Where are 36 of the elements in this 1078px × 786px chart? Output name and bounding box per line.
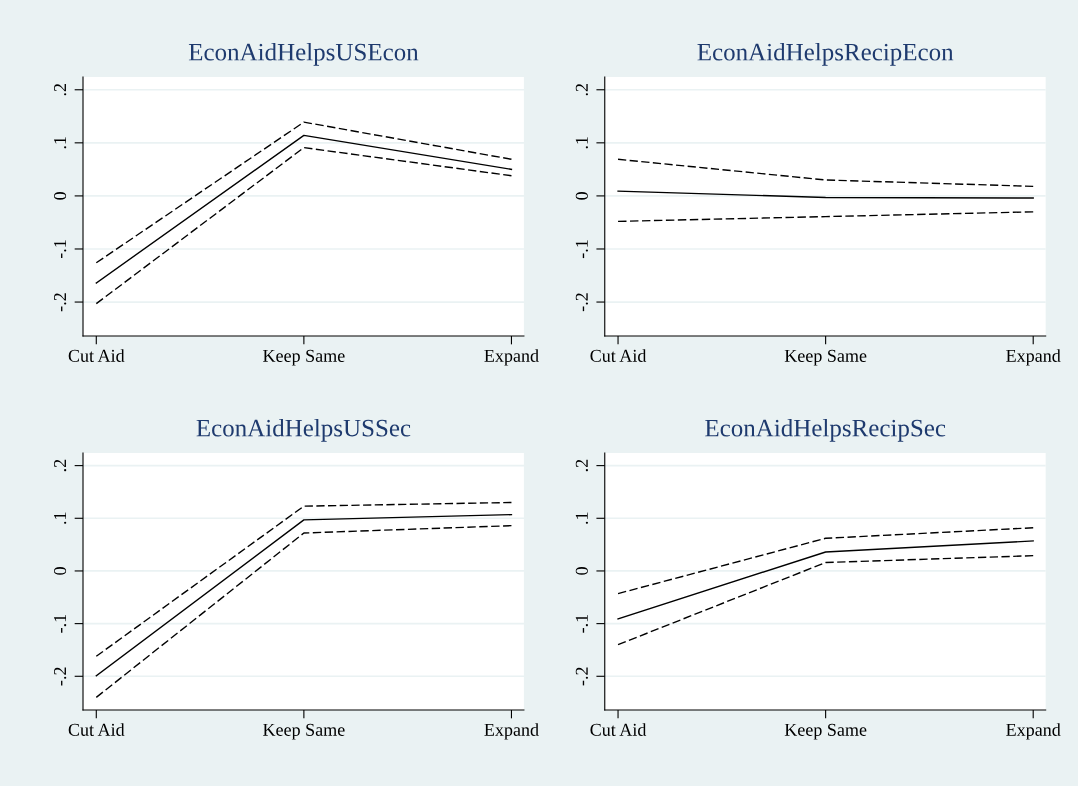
y-tick-label: .1 [54,137,67,149]
x-tick-label: Keep Same [263,349,345,366]
x-tick-label: Cut Aid [590,349,647,362]
y-tick-label: .2 [54,83,67,96]
y-tick-label: 0 [53,567,67,575]
y-tick-label: .1 [575,137,588,149]
x-tick-label: Keep Same [784,349,867,366]
chart-title: EconAidHelpsRecipEcon [697,43,954,66]
y-tick-label: .2 [575,83,588,96]
y-tick-label: -.1 [54,614,67,633]
y-tick-label: .2 [54,459,67,472]
y-tick-label: -.1 [54,240,67,259]
x-tick-label: Keep Same [784,723,867,740]
x-tick-label: Cut Aid [68,349,125,362]
x-tick-label: Expand [1006,723,1061,740]
x-tick-label: Cut Aid [590,723,647,736]
y-tick-label: -.2 [575,293,588,312]
chart-title: EconAidHelpsUSEcon [188,43,419,66]
y-tick-label: -.2 [54,293,67,312]
y-tick-label: -.2 [54,667,67,686]
y-tick-label: 0 [575,192,588,200]
chart-title: EconAidHelpsRecipSec [705,418,946,442]
x-tick-label: Keep Same [263,723,345,740]
y-tick-label: 0 [53,192,67,200]
x-tick-label: Expand [484,349,539,366]
chart-title: EconAidHelpsUSSec [196,418,411,442]
y-tick-label: .1 [54,512,67,524]
x-tick-label: Expand [484,723,539,740]
x-tick-label: Expand [1006,349,1061,366]
y-tick-label: -.1 [575,240,588,259]
y-tick-label: .2 [575,459,588,472]
y-tick-label: .1 [575,512,588,524]
y-tick-label: -.1 [575,614,588,633]
y-tick-label: 0 [575,567,588,575]
x-tick-label: Cut Aid [68,723,125,736]
y-tick-label: -.2 [575,667,588,686]
